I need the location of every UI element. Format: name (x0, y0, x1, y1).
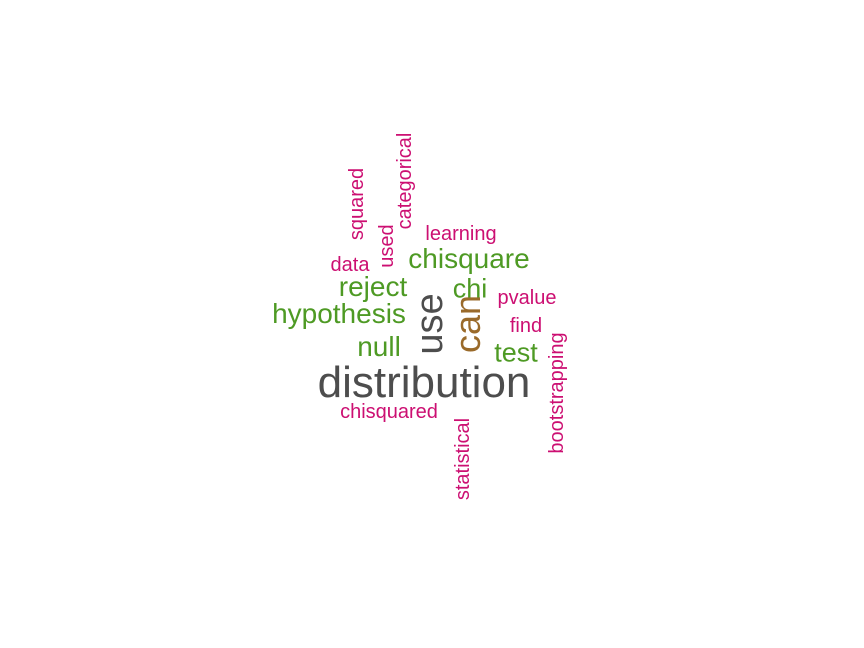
word-pvalue: pvalue (497, 287, 557, 309)
word-data: data (330, 254, 370, 276)
word-null: null (357, 331, 401, 362)
word-chisquare: chisquare (408, 243, 530, 274)
word-used: used (376, 224, 398, 268)
word-statistical: statistical (452, 417, 474, 501)
word-chisquared: chisquared (340, 401, 438, 423)
word-chi: chi (452, 273, 488, 304)
word-categorical: categorical (394, 132, 416, 230)
word-distribution: distribution (317, 358, 531, 407)
word-can: can (447, 294, 488, 354)
word-hypothesis: hypothesis (272, 298, 406, 329)
word-test: test (494, 337, 538, 368)
word-squared: squared (346, 167, 368, 241)
word-bootstrapping: bootstrapping (546, 332, 568, 454)
word-reject: reject (338, 271, 408, 302)
word-learning: learning (425, 223, 497, 245)
word-use: use (409, 293, 451, 355)
word-find: find (509, 315, 543, 337)
